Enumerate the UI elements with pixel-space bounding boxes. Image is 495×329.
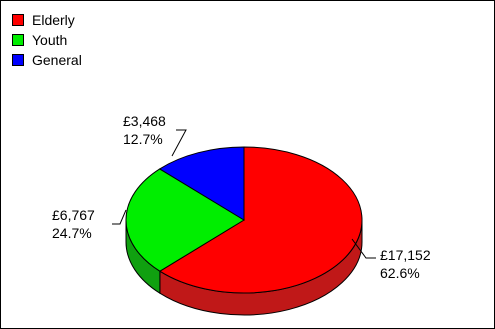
pie-slice-elderly [158, 146, 363, 294]
slice-value-label-elderly: £17,152 [380, 247, 431, 263]
leader-line-youth [112, 209, 127, 225]
slice-percent-label-elderly: 62.6% [380, 265, 420, 281]
slice-label-group: £17,152 62.6% £6,767 24.7% £3,468 12.7% [52, 113, 431, 281]
legend-swatch-general [12, 54, 24, 66]
pie-slice-youth [125, 168, 245, 272]
slice-value-label-general: £3,468 [123, 113, 166, 129]
slice-percent-label-youth: 24.7% [52, 225, 92, 241]
legend-item-elderly: Elderly [12, 10, 82, 30]
pie-top-group [125, 146, 363, 294]
legend-item-youth: Youth [12, 30, 82, 50]
leader-line-general [171, 129, 187, 157]
legend: Elderly Youth General [12, 10, 82, 70]
pie-slice-general [158, 146, 245, 221]
slice-percent-label-general: 12.7% [123, 131, 163, 147]
legend-swatch-youth [12, 34, 24, 46]
legend-label-general: General [32, 52, 82, 68]
slice-value-label-youth: £6,767 [52, 207, 95, 223]
legend-swatch-elderly [12, 14, 24, 26]
legend-label-elderly: Elderly [32, 12, 75, 28]
leader-line-elderly [351, 238, 376, 259]
leader-line-group [112, 129, 376, 259]
legend-label-youth: Youth [32, 32, 68, 48]
legend-item-general: General [12, 50, 82, 70]
